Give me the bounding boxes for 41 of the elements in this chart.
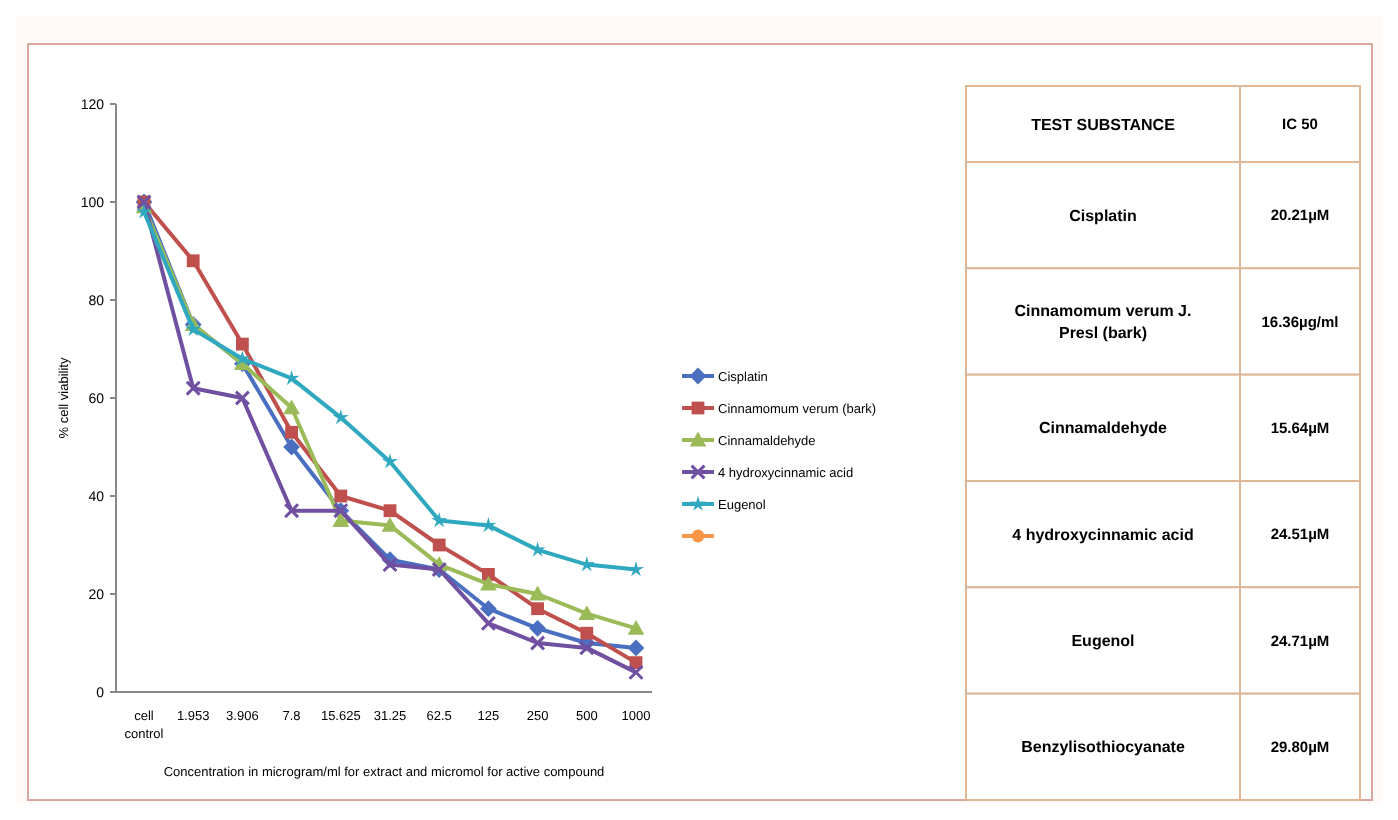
point [382, 453, 398, 469]
text: Eugenol [1071, 632, 1135, 651]
point [185, 321, 202, 337]
point [283, 399, 300, 415]
point [234, 350, 251, 366]
point [431, 512, 448, 528]
point [480, 517, 497, 533]
point [382, 556, 398, 573]
point [186, 254, 200, 268]
text: Cisplatin [1069, 206, 1138, 225]
point [283, 438, 300, 456]
text: Cinnamaldehyde [1038, 419, 1169, 438]
point [332, 409, 349, 425]
point [578, 605, 596, 620]
point [529, 635, 546, 651]
point [531, 602, 544, 616]
point [480, 600, 497, 618]
text: Benzylisothiocyanate [1021, 738, 1186, 757]
point [381, 517, 399, 532]
point [578, 640, 595, 656]
text: Cinnamomum verum J. Presl (bark) [1014, 302, 1192, 343]
point [627, 639, 645, 657]
point [283, 502, 300, 519]
point [234, 390, 251, 406]
point [185, 380, 202, 397]
point [580, 626, 594, 640]
point [480, 615, 497, 632]
text: TEST SUBSTANCE [1031, 115, 1177, 134]
text: 4 hydroxycinnamic acid [1012, 525, 1194, 544]
point [529, 585, 546, 601]
point [285, 425, 298, 439]
point [383, 504, 397, 518]
point [236, 337, 249, 351]
point [480, 575, 497, 591]
point [332, 512, 350, 527]
point [628, 664, 644, 681]
point [627, 619, 645, 635]
point [334, 489, 348, 503]
point [432, 538, 446, 552]
point [529, 619, 546, 637]
point [136, 203, 152, 219]
